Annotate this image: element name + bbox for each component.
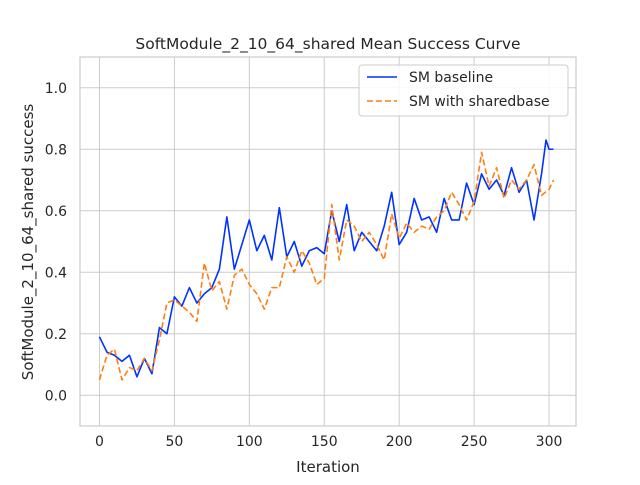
y-tick-label: 0.6: [45, 204, 67, 220]
legend-box: [358, 64, 569, 117]
x-tick-label: 200: [386, 434, 413, 450]
x-tick-label: 0: [95, 434, 104, 450]
x-tick-label: 100: [236, 434, 263, 450]
x-axis-label: Iteration: [296, 458, 360, 476]
series-layer: [98, 139, 555, 381]
y-tick-label: 0.4: [45, 265, 67, 281]
x-tick-label: 300: [536, 434, 563, 450]
chart-title: SoftModule_2_10_64_shared Mean Success C…: [135, 35, 520, 54]
x-tick-label: 250: [461, 434, 488, 450]
legend-label-sm-with-sharedbase: SM with sharedbase: [409, 94, 550, 110]
tick-labels: 0 50 100 150 200 250 300 0.0 0.2 0.4 0.6 0.8 1.0: [45, 81, 563, 450]
y-axis-label: SoftModule_2_10_64_shared success: [19, 104, 38, 381]
legend: SM baseline SM with sharedbase: [358, 64, 569, 117]
legend-label-sm-baseline: SM baseline: [409, 70, 493, 86]
x-tick-label: 150: [311, 434, 338, 450]
axes-frame: [79, 56, 577, 427]
y-tick-label: 1.0: [45, 81, 67, 97]
y-tick-label: 0.2: [45, 327, 67, 343]
y-tick-label: 0.8: [45, 142, 67, 158]
series-line-sm-with-sharedbase: [98, 151, 555, 381]
y-tick-label: 0.0: [45, 388, 67, 404]
x-tick-label: 50: [165, 434, 183, 450]
grid: [80, 57, 576, 426]
plot-frame: [79, 56, 577, 427]
